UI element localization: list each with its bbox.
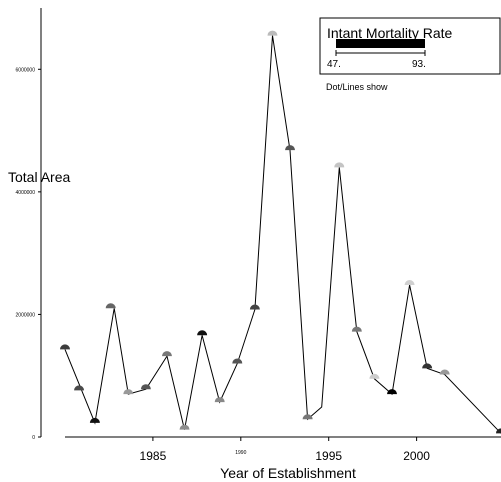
legend-color-bar <box>336 39 425 48</box>
data-point <box>197 330 208 336</box>
legend-note: Dot/Lines show <box>326 82 388 92</box>
data-point <box>351 326 362 332</box>
data-point <box>249 304 260 310</box>
legend: Intant Mortality Rate 47. 93. <box>319 17 501 75</box>
legend-min-label: 47. <box>327 59 341 70</box>
y-tick-label: 0 <box>32 435 35 441</box>
data-point <box>267 30 278 36</box>
data-point <box>214 397 225 403</box>
data-point <box>179 424 190 430</box>
data-point <box>369 373 380 379</box>
data-point <box>302 414 313 420</box>
data-point <box>387 389 397 395</box>
legend-max-label: 93. <box>412 59 426 70</box>
x-tick-label: 1985 <box>140 449 167 463</box>
x-tick-label: 1990 <box>235 450 246 456</box>
legend-title: Intant Mortality Rate <box>327 25 452 41</box>
x-axis-title: Year of Establishment <box>220 465 356 481</box>
data-point <box>422 363 433 369</box>
data-point <box>404 280 415 286</box>
data-point <box>334 162 345 168</box>
data-point <box>60 344 70 350</box>
data-point <box>123 389 134 395</box>
x-tick-label: 2000 <box>403 449 430 463</box>
y-tick-label: 2000000 <box>16 312 36 318</box>
data-point <box>161 351 172 357</box>
data-point <box>74 385 85 391</box>
y-tick-label: 4000000 <box>16 190 36 196</box>
data-point <box>89 417 100 423</box>
y-tick-label: 6000000 <box>16 67 36 73</box>
x-tick-label: 1995 <box>315 449 342 463</box>
data-point <box>232 358 243 364</box>
data-point <box>439 369 450 375</box>
data-point <box>285 145 296 151</box>
data-point <box>496 428 501 434</box>
y-ticks: 0 2000000 4000000 6000000 <box>16 67 41 441</box>
y-axis-title: Total Area <box>8 169 70 185</box>
series-line <box>64 35 501 434</box>
data-point <box>140 384 151 390</box>
data-dots <box>60 30 501 434</box>
x-ticks: 1985 1990 1995 2000 <box>140 437 430 463</box>
data-point <box>105 303 116 309</box>
